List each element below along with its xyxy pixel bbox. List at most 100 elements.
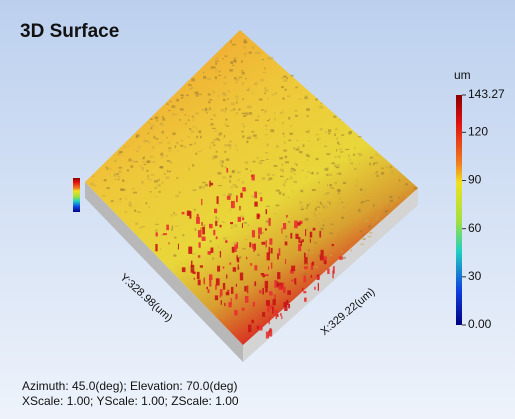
- texture-spot: [143, 226, 145, 228]
- texture-spot: [265, 300, 270, 306]
- texture-spot: [288, 220, 291, 224]
- texture-spot: [210, 123, 214, 126]
- texture-spot: [147, 132, 150, 135]
- texture-spot: [319, 127, 323, 131]
- texture-spot: [314, 207, 317, 211]
- texture-spot: [265, 240, 267, 248]
- texture-spot: [341, 216, 345, 219]
- texture-spot: [369, 231, 373, 234]
- texture-spot: [128, 158, 132, 162]
- texture-spot: [236, 101, 238, 105]
- texture-spot: [268, 246, 271, 255]
- texture-spot: [222, 176, 226, 179]
- surface-texture: [90, 39, 418, 339]
- texture-spot: [120, 154, 123, 156]
- texture-spot: [242, 217, 245, 221]
- texture-spot: [128, 201, 132, 205]
- texture-spot: [320, 102, 323, 105]
- texture-spot: [253, 243, 256, 251]
- texture-spot: [196, 94, 199, 97]
- texture-spot: [206, 286, 208, 290]
- texture-spot: [233, 58, 236, 62]
- texture-spot: [208, 274, 213, 281]
- texture-spot: [319, 137, 321, 140]
- texture-spot: [171, 105, 176, 108]
- texture-spot: [248, 105, 252, 109]
- texture-spot: [251, 131, 255, 133]
- texture-spot: [182, 234, 185, 237]
- texture-spot: [297, 146, 301, 148]
- texture-spot: [360, 201, 363, 205]
- texture-spot: [361, 238, 364, 240]
- texture-spot: [222, 282, 226, 290]
- texture-spot: [241, 60, 243, 63]
- texture-spot: [207, 289, 210, 293]
- texture-spot: [279, 175, 284, 178]
- texture-spot: [224, 77, 226, 79]
- texture-spot: [313, 211, 316, 215]
- texture-spot: [335, 127, 338, 130]
- texture-spot: [150, 124, 155, 127]
- texture-spot: [244, 239, 248, 241]
- texture-spot: [265, 209, 268, 215]
- texture-spot: [293, 147, 295, 150]
- texture-spot: [230, 40, 232, 44]
- texture-spot: [358, 153, 363, 157]
- texture-spot: [281, 315, 283, 320]
- texture-spot: [264, 274, 269, 277]
- texture-spot: [251, 46, 255, 49]
- texture-spot: [268, 316, 270, 325]
- texture-spot: [126, 145, 130, 147]
- texture-spot: [210, 118, 213, 120]
- mini-colorbar: [73, 178, 80, 212]
- texture-spot: [236, 98, 239, 101]
- texture-spot: [338, 256, 343, 260]
- texture-spot: [362, 212, 366, 215]
- texture-spot: [314, 286, 316, 290]
- texture-spot: [216, 220, 219, 223]
- texture-spot: [154, 116, 159, 120]
- texture-spot: [191, 260, 193, 269]
- texture-spot: [230, 61, 234, 64]
- texture-spot: [302, 251, 307, 254]
- texture-spot: [244, 161, 249, 164]
- texture-spot: [358, 136, 362, 138]
- texture-spot: [376, 174, 379, 178]
- texture-spot: [269, 329, 273, 337]
- texture-spot: [229, 146, 231, 150]
- texture-spot: [299, 151, 303, 154]
- texture-spot: [208, 99, 213, 101]
- texture-spot: [147, 175, 149, 178]
- texture-spot: [336, 173, 340, 175]
- texture-spot: [309, 203, 311, 206]
- texture-spot: [343, 222, 345, 224]
- texture-spot: [159, 248, 162, 250]
- texture-spot: [123, 146, 126, 148]
- texture-spot: [234, 77, 237, 80]
- texture-spot: [241, 70, 244, 72]
- texture-spot: [251, 174, 255, 181]
- texture-spot: [268, 329, 270, 337]
- texture-spot: [302, 169, 304, 172]
- texture-spot: [230, 200, 235, 209]
- texture-spot: [215, 150, 218, 153]
- texture-spot: [339, 148, 343, 150]
- texture-spot: [362, 233, 364, 237]
- texture-spot: [239, 207, 241, 210]
- texture-spot: [258, 192, 263, 194]
- texture-spot: [272, 299, 276, 306]
- texture-spot: [285, 161, 290, 164]
- texture-spot: [235, 283, 237, 287]
- texture-spot: [305, 176, 307, 178]
- texture-spot: [305, 131, 310, 133]
- texture-spot: [267, 97, 269, 100]
- texture-spot: [141, 180, 144, 184]
- texture-spot: [261, 241, 266, 245]
- texture-spot: [219, 224, 222, 228]
- texture-spot: [239, 256, 242, 259]
- texture-spot: [294, 220, 298, 229]
- texture-spot: [334, 129, 339, 131]
- texture-spot: [201, 221, 203, 226]
- texture-spot: [275, 204, 280, 207]
- texture-spot: [142, 161, 146, 163]
